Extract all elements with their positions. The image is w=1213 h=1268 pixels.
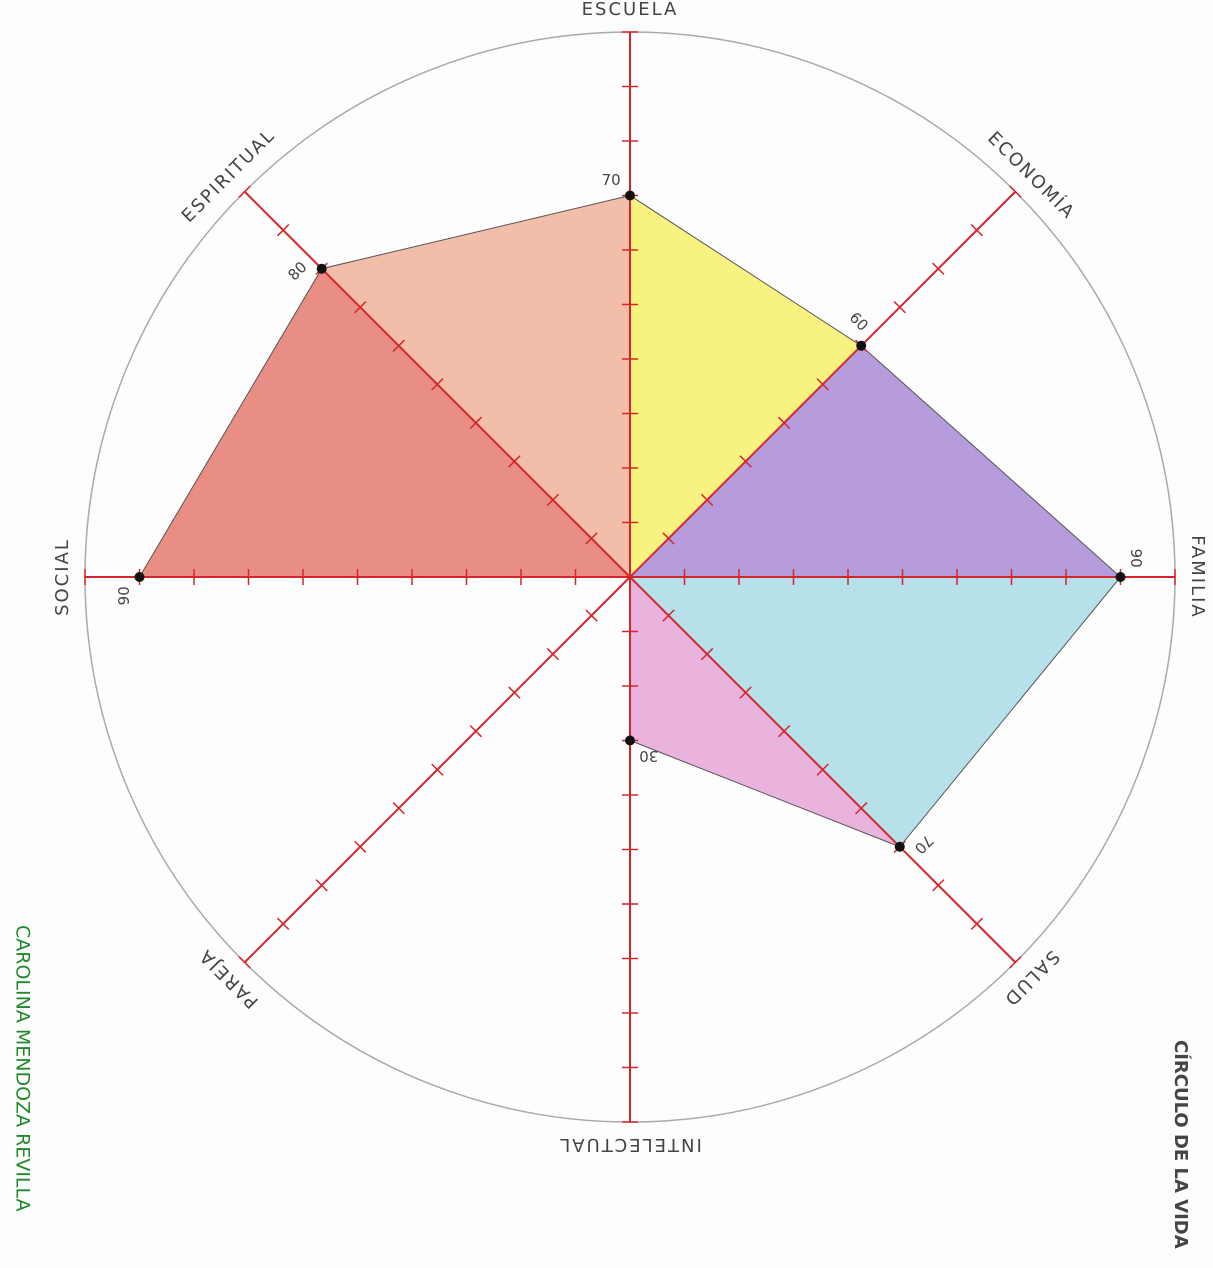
chart-title: CÍRCULO DE LA VIDA (1170, 1040, 1192, 1249)
tick-mark (469, 416, 483, 430)
tick-mark (276, 917, 290, 931)
tick-mark (431, 763, 444, 776)
tick-mark (739, 455, 752, 468)
tick-mark (662, 609, 675, 622)
tick-mark (238, 956, 251, 969)
tick-mark (238, 185, 251, 198)
value-point (625, 190, 635, 201)
tick-mark (623, 570, 637, 584)
tick-mark (1009, 185, 1022, 198)
tick-mark (739, 686, 752, 699)
tick-mark (276, 223, 290, 237)
author: CAROLINA MENDOZA REVILLA (12, 925, 34, 1212)
value-point (134, 572, 145, 582)
value-label: 30 (639, 747, 658, 765)
value-point (856, 340, 867, 351)
tick-mark (816, 378, 829, 391)
value-point (894, 841, 905, 852)
tick-mark (855, 802, 868, 815)
tick-mark (932, 879, 945, 892)
tick-mark (777, 416, 791, 430)
tick-mark (469, 724, 483, 738)
tick-mark (508, 455, 521, 468)
tick-mark (354, 840, 367, 853)
value-point (625, 735, 635, 746)
category-label: INTELECTUAL (558, 1134, 702, 1155)
value-label: 90 (115, 586, 133, 605)
category-label: FAMILIA (1187, 535, 1208, 619)
tick-mark (585, 532, 598, 545)
tick-mark (392, 802, 405, 815)
tick-mark (431, 378, 444, 391)
value-label: 70 (602, 171, 621, 189)
tick-mark (662, 532, 675, 545)
tick-mark (816, 763, 829, 776)
tick-mark (546, 647, 560, 661)
tick-mark (700, 493, 714, 507)
category-label: ESCUELA (582, 0, 679, 20)
category-label: SOCIAL (52, 538, 73, 616)
tick-mark (970, 223, 984, 237)
tick-mark (585, 609, 598, 622)
value-label: 90 (1127, 549, 1145, 568)
value-point (1115, 572, 1126, 582)
tick-mark (1009, 956, 1022, 969)
tick-mark (392, 339, 405, 352)
tick-mark (700, 647, 714, 661)
tick-mark (970, 917, 984, 931)
tick-mark (893, 301, 906, 314)
tick-mark (546, 493, 560, 507)
value-point (316, 263, 327, 274)
tick-mark (777, 724, 791, 738)
tick-mark (932, 262, 945, 275)
tick-mark (354, 301, 367, 314)
tick-mark (315, 879, 328, 892)
tick-mark (508, 686, 521, 699)
